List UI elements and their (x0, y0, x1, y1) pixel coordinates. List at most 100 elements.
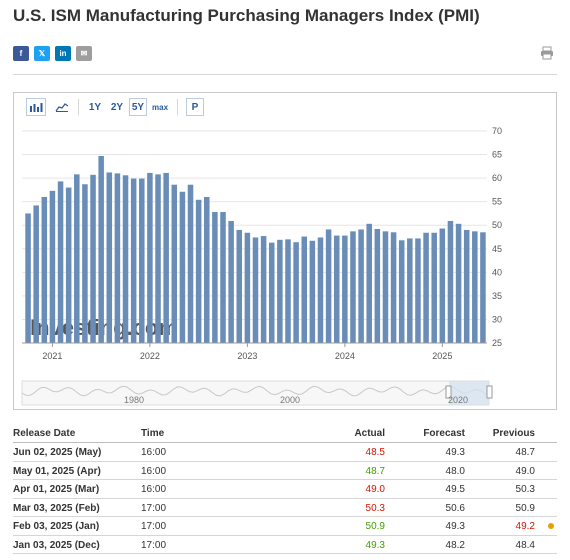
release-date-cell: May 01, 2025 (Apr) (13, 465, 101, 477)
previous-cell: 50.3 (515, 484, 535, 495)
navigator-handle-left (445, 385, 452, 399)
bar (187, 184, 194, 343)
facebook-icon[interactable]: f (13, 46, 29, 61)
bar (212, 212, 218, 343)
range-5y-button[interactable]: 5Y (129, 98, 147, 116)
table-row: May 01, 2025 (Apr) 16:00 48.7 48.0 49.0 (13, 462, 557, 480)
page-title: U.S. ISM Manufacturing Purchasing Manage… (13, 6, 480, 25)
time-cell: 16:00 (141, 447, 167, 458)
actual-cell: 49.0 (365, 484, 385, 495)
range-max-button[interactable]: max (152, 102, 169, 112)
bar (220, 212, 226, 343)
table-body: Jun 02, 2025 (May) 16:00 48.5 49.3 48.7 May 0… (13, 443, 557, 554)
bar (285, 239, 291, 343)
navigator-line (21, 385, 490, 397)
range-1y-button[interactable]: 1Y (88, 101, 102, 113)
bar (260, 236, 267, 343)
y-tick-label: 60 (492, 173, 502, 183)
chart-panel: 1Y 2Y 5Y max P 25 30 35 40 45 50 55 60 65 70 Inves… (13, 92, 557, 410)
bar (195, 199, 202, 343)
x-twitter-icon[interactable]: 𝕏 (34, 46, 50, 61)
bar (130, 178, 137, 343)
y-tick-label: 65 (492, 150, 502, 160)
y-tick-label: 50 (492, 220, 502, 230)
bar-chart-button[interactable] (26, 98, 46, 116)
bar (252, 237, 259, 343)
bar (244, 232, 251, 343)
y-tick-label: 70 (492, 126, 502, 136)
y-tick-label: 25 (492, 338, 502, 348)
bar (472, 231, 478, 343)
actual-cell: 48.7 (365, 465, 385, 477)
table-header: Release Date Time Actual Forecast Previo… (13, 424, 557, 443)
header-divider (13, 74, 557, 75)
previous-cell: 48.7 (515, 447, 535, 458)
email-icon[interactable]: ✉ (76, 46, 92, 61)
time-cell: 17:00 (141, 539, 167, 551)
bar (342, 235, 348, 343)
y-tick-label: 35 (492, 291, 502, 301)
bar (49, 190, 56, 343)
table-row: Jun 02, 2025 (May) 16:00 48.5 49.3 48.7 (13, 443, 557, 462)
bar (415, 238, 421, 343)
bar (122, 175, 129, 343)
toolbar-divider (78, 99, 79, 115)
bar (147, 172, 153, 343)
navigator-year-label: 1980 (124, 395, 144, 405)
bar (333, 235, 340, 343)
bar (204, 196, 210, 343)
bar (325, 229, 332, 343)
header-actual: Actual (354, 428, 385, 439)
print-icon[interactable] (540, 46, 554, 60)
time-cell: 17:00 (141, 502, 167, 514)
bar (382, 231, 389, 343)
x-tick-label: 2023 (237, 351, 257, 361)
navigator (21, 380, 490, 406)
bar (228, 220, 234, 343)
forecast-cell: 49.5 (445, 484, 465, 495)
release-date-cell: Jun 02, 2025 (May) (13, 447, 102, 458)
release-date-cell: Apr 01, 2025 (Mar) (13, 484, 100, 495)
bar (463, 229, 470, 343)
release-date-cell: Mar 03, 2025 (Feb) (13, 502, 100, 514)
bar (236, 229, 243, 343)
bar (390, 232, 397, 343)
toolbar-divider (177, 99, 178, 115)
actual-cell: 50.9 (365, 521, 385, 532)
bar (268, 242, 275, 343)
forecast-cell: 48.0 (445, 465, 465, 477)
bar (163, 172, 169, 343)
bar (407, 238, 413, 343)
bar (423, 232, 429, 343)
bar (374, 228, 381, 343)
bar (139, 178, 145, 343)
bar (358, 229, 364, 343)
time-cell: 16:00 (141, 484, 167, 495)
table-row: Feb 03, 2025 (Jan) 17:00 50.9 49.3 49.2 (13, 517, 557, 536)
navigator-year-label: 2000 (280, 395, 300, 405)
release-date-cell: Feb 03, 2025 (Jan) (13, 521, 100, 532)
navigator-handle-right (486, 385, 493, 399)
p-button[interactable]: P (186, 98, 204, 116)
time-cell: 17:00 (141, 521, 167, 532)
area-chart-button[interactable] (52, 98, 72, 116)
actual-cell: 49.3 (365, 539, 385, 551)
bar (155, 174, 161, 343)
revised-indicator-icon (548, 523, 554, 529)
y-tick-label: 55 (492, 197, 502, 207)
range-2y-button[interactable]: 2Y (110, 101, 124, 113)
bar (171, 184, 178, 343)
bar (301, 236, 307, 343)
x-tick-label: 2021 (42, 351, 62, 361)
bar (398, 240, 405, 343)
y-tick-label: 40 (492, 267, 502, 277)
bar (114, 173, 121, 343)
bar (480, 232, 486, 343)
bar (25, 213, 31, 343)
forecast-cell: 49.3 (445, 521, 465, 532)
bar-chart-icon (30, 103, 43, 112)
previous-cell: 50.9 (515, 502, 535, 514)
linkedin-icon[interactable]: in (55, 46, 71, 61)
bar (98, 155, 104, 343)
previous-cell: 49.2 (515, 521, 535, 532)
